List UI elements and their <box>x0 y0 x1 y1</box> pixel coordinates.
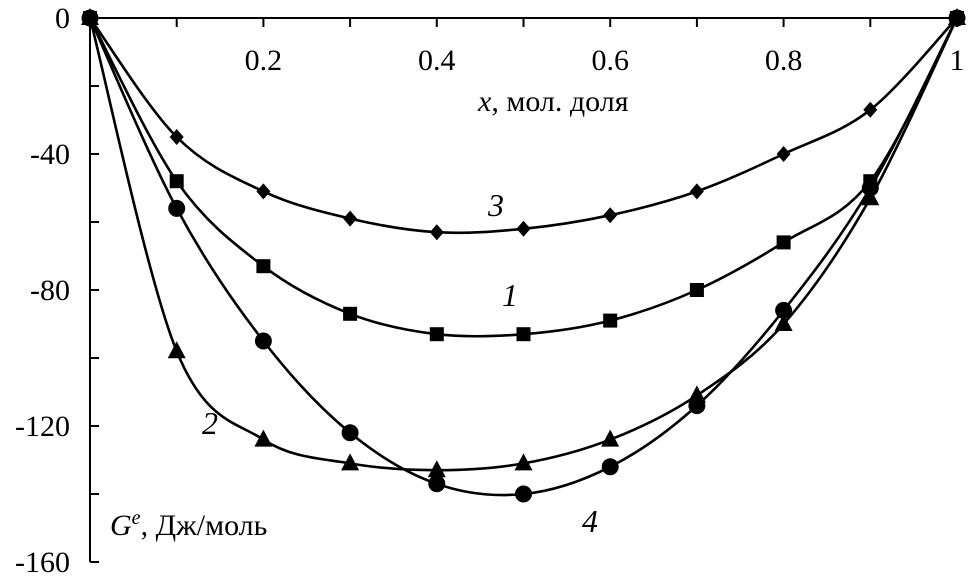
y-tick-label: -160 <box>15 546 70 579</box>
series-3-point <box>689 183 704 200</box>
series-3-point <box>863 101 878 118</box>
series-1-point <box>343 306 358 321</box>
series-2-point <box>601 429 620 447</box>
series-3-point <box>256 183 271 200</box>
series-1-point <box>169 174 184 189</box>
labels-group: x, мол. доля Ge, Дж/моль 1 2 3 4 <box>110 85 629 542</box>
series-4-point <box>601 458 619 476</box>
axes: 0.2 0.4 0.6 0.8 1 0 -40 -80 -120 -160 <box>15 2 965 579</box>
series-2-point <box>514 453 533 471</box>
x-tick-label: 0.2 <box>245 44 283 77</box>
y-tick-label: -40 <box>30 138 70 171</box>
series-4-point <box>688 397 706 415</box>
series-1-point <box>776 235 791 250</box>
series-3-point <box>429 224 444 241</box>
series-2-point <box>861 188 880 206</box>
series-3-point <box>343 210 358 227</box>
series-2-point <box>341 453 360 471</box>
y-tick-label: -80 <box>30 274 70 307</box>
y-tick-label: -120 <box>15 410 70 443</box>
series-1-point <box>429 327 444 342</box>
series-label-2: 2 <box>202 405 218 441</box>
series-3 <box>83 10 964 241</box>
series-2-point <box>774 314 793 331</box>
series-2-point <box>167 341 186 359</box>
series-1-point <box>516 327 531 342</box>
series-1-point <box>603 313 618 328</box>
series-3-point <box>169 129 184 145</box>
x-axis-var: x <box>477 85 492 118</box>
series-4-point <box>775 301 793 319</box>
x-axis-unit: , мол. доля <box>491 85 628 118</box>
series-1-line <box>88 17 959 338</box>
series-3-point <box>776 146 791 162</box>
series-label-4: 4 <box>582 503 598 539</box>
series-4-point <box>341 424 359 442</box>
y-axis-unit: , Дж/моль <box>141 509 268 542</box>
series-1-point <box>689 283 704 297</box>
x-tick-label: 0.6 <box>591 44 629 77</box>
x-tick-label: 0.8 <box>765 44 803 77</box>
series-4 <box>81 9 966 503</box>
x-axis-title: x, мол. доля <box>477 85 629 118</box>
y-tick-label: 0 <box>55 2 70 35</box>
series-2-point <box>254 429 273 447</box>
series-4-point <box>861 179 879 197</box>
x-tick-label: 1 <box>950 44 965 77</box>
series-4-point <box>515 485 532 503</box>
series-3-line <box>88 17 958 235</box>
series-1-point <box>256 259 271 274</box>
series-group <box>81 8 966 503</box>
series-2-point <box>427 460 446 478</box>
series-3-point <box>516 220 531 237</box>
series-4-point <box>168 199 186 217</box>
y-axis-sup: e <box>132 507 141 529</box>
series-label-3: 3 <box>487 187 504 223</box>
series-3-point <box>603 207 618 224</box>
series-4-point <box>948 9 966 27</box>
series-label-1: 1 <box>502 277 518 313</box>
series-4-point <box>254 332 272 350</box>
series-1 <box>83 11 964 342</box>
y-axis-var: G <box>110 509 132 542</box>
series-2-point <box>687 385 706 403</box>
x-tick-label: 0.4 <box>418 44 456 77</box>
series-4-point <box>81 9 99 27</box>
series-4-point <box>428 475 446 493</box>
y-axis-title: Ge, Дж/моль <box>110 507 267 542</box>
